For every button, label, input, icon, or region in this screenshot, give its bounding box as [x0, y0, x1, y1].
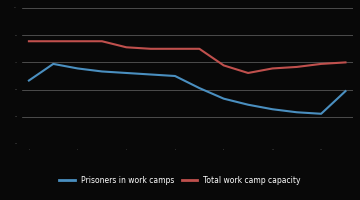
- Legend: Prisoners in work camps, Total work camp capacity: Prisoners in work camps, Total work camp…: [56, 173, 304, 188]
